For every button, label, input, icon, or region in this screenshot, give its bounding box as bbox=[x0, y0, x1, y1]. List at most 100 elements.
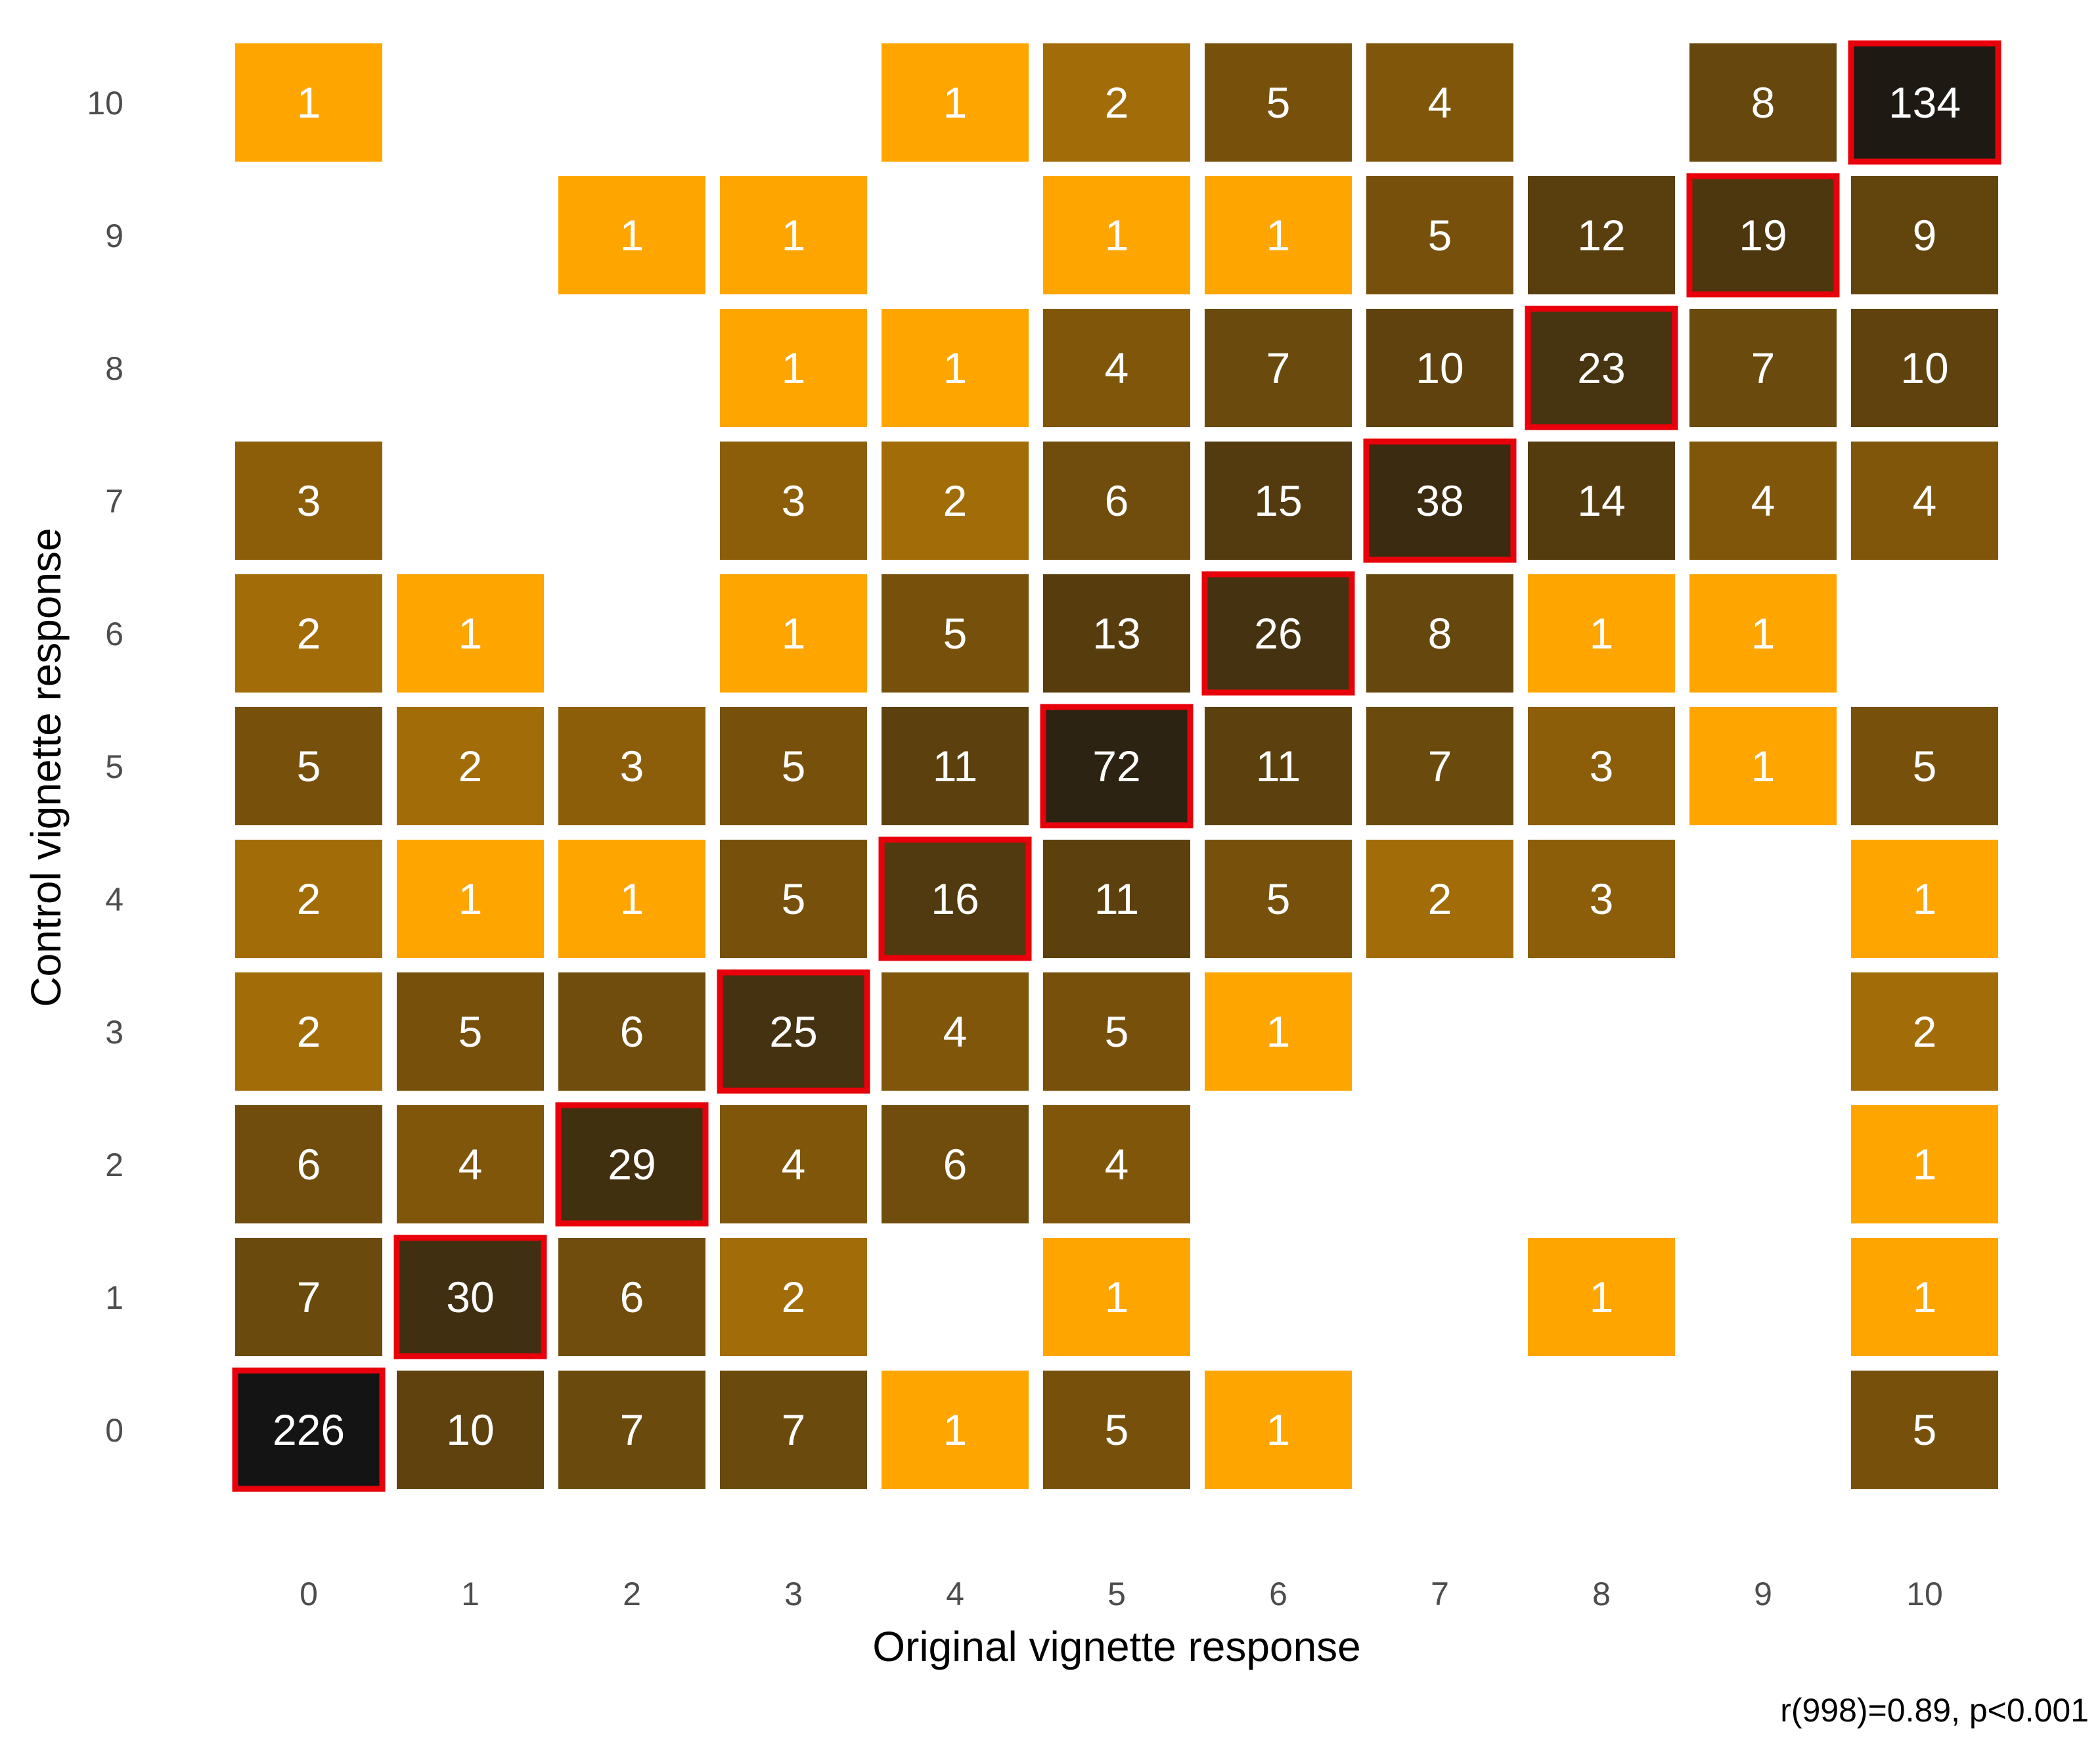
heatmap-cell: 72 bbox=[1040, 704, 1194, 829]
cell-count-label: 3 bbox=[782, 476, 806, 525]
cell-tile bbox=[1689, 43, 1837, 162]
heatmap-cell: 10 bbox=[1366, 309, 1513, 427]
heatmap-cell: 1 bbox=[235, 43, 382, 162]
heatmap-cell: 6 bbox=[235, 1105, 382, 1223]
cell-count-label: 1 bbox=[1266, 1007, 1291, 1056]
heatmap-cell: 4 bbox=[1851, 442, 1998, 560]
heatmap-cell: 9 bbox=[1851, 176, 1998, 294]
cell-tile bbox=[1043, 1105, 1190, 1223]
heatmap-cell: 3 bbox=[720, 442, 867, 560]
heatmap-cell: 1 bbox=[1205, 1371, 1352, 1489]
heatmap-cell: 10 bbox=[1851, 309, 1998, 427]
cell-tile bbox=[397, 972, 544, 1091]
cell-count-label: 10 bbox=[1900, 344, 1948, 392]
heatmap-cell: 5 bbox=[1366, 176, 1513, 294]
cell-tile bbox=[720, 574, 867, 693]
heatmap-cell: 2 bbox=[397, 707, 544, 825]
heatmap-cell: 2 bbox=[235, 972, 382, 1091]
cell-tile bbox=[558, 707, 705, 825]
cell-count-label: 5 bbox=[782, 742, 806, 790]
cell-count-label: 10 bbox=[446, 1405, 494, 1454]
cell-tile bbox=[1851, 1238, 1998, 1356]
y-tick-label: 0 bbox=[105, 1412, 123, 1449]
cell-tile bbox=[1689, 442, 1837, 560]
heatmap-cell: 5 bbox=[720, 707, 867, 825]
cell-tile bbox=[882, 1105, 1029, 1223]
cell-tile bbox=[1528, 840, 1675, 958]
heatmap-cell: 5 bbox=[1205, 43, 1352, 162]
heatmap-cell: 5 bbox=[1043, 1371, 1190, 1489]
cell-count-label: 2 bbox=[297, 875, 321, 923]
cell-tile bbox=[1205, 840, 1352, 958]
heatmap-cell: 4 bbox=[1366, 43, 1513, 162]
cell-tile bbox=[397, 1105, 544, 1223]
cell-count-label: 1 bbox=[943, 78, 968, 127]
heatmap-cell: 5 bbox=[1043, 972, 1190, 1091]
y-tick-label: 7 bbox=[105, 483, 123, 520]
cell-count-label: 5 bbox=[1266, 875, 1291, 923]
diagonal-cell-tile bbox=[393, 1235, 547, 1359]
cell-count-label: 4 bbox=[1751, 476, 1776, 525]
cell-count-label: 1 bbox=[1590, 1273, 1614, 1321]
x-tick-label: 3 bbox=[784, 1576, 803, 1612]
heatmap-cell: 5 bbox=[1851, 707, 1998, 825]
heatmap-cell: 26 bbox=[1201, 571, 1355, 696]
cell-tile bbox=[1851, 1371, 1998, 1489]
cell-tile bbox=[1043, 1371, 1190, 1489]
heatmap-cell: 4 bbox=[1043, 309, 1190, 427]
heatmap-cell: 1 bbox=[882, 309, 1029, 427]
diagonal-cell-tile bbox=[1363, 438, 1517, 563]
heatmap-cell: 5 bbox=[720, 840, 867, 958]
cell-tile bbox=[1851, 972, 1998, 1091]
cell-count-label: 4 bbox=[1105, 344, 1129, 392]
heatmap-cell: 6 bbox=[558, 972, 705, 1091]
heatmap-cell: 11 bbox=[882, 707, 1029, 825]
x-tick-label: 2 bbox=[623, 1576, 641, 1612]
heatmap-cell: 1 bbox=[1689, 574, 1837, 693]
cell-count-label: 4 bbox=[943, 1007, 968, 1056]
cell-count-label: 1 bbox=[1751, 609, 1776, 658]
heatmap-cell: 1 bbox=[558, 176, 705, 294]
heatmap-cell: 2 bbox=[235, 840, 382, 958]
cell-count-label: 6 bbox=[943, 1140, 968, 1189]
heatmap-cell: 1 bbox=[1043, 176, 1190, 294]
cell-count-label: 19 bbox=[1739, 211, 1787, 260]
cell-count-label: 12 bbox=[1577, 211, 1625, 260]
cell-tile bbox=[1366, 309, 1513, 427]
diagonal-cell-tile bbox=[1525, 306, 1678, 430]
heatmap-cell: 5 bbox=[1851, 1371, 1998, 1489]
cell-count-label: 10 bbox=[1416, 344, 1463, 392]
cell-tile bbox=[1528, 1238, 1675, 1356]
cell-count-label: 38 bbox=[1416, 476, 1463, 525]
cell-tile bbox=[1366, 840, 1513, 958]
y-axis-title: Control vignette response bbox=[22, 528, 70, 1007]
diagonal-cell-tile bbox=[878, 836, 1032, 961]
cell-count-label: 4 bbox=[458, 1140, 483, 1189]
cell-count-label: 1 bbox=[1751, 742, 1776, 790]
cell-count-label: 5 bbox=[943, 609, 968, 658]
heatmap-cell: 4 bbox=[882, 972, 1029, 1091]
cell-tile bbox=[1205, 43, 1352, 162]
heatmap-cell: 19 bbox=[1686, 173, 1840, 298]
cell-count-label: 5 bbox=[458, 1007, 483, 1056]
cell-count-label: 5 bbox=[297, 742, 321, 790]
heatmap-cell: 7 bbox=[235, 1238, 382, 1356]
diagonal-cell-tile bbox=[1686, 173, 1840, 298]
cell-count-label: 3 bbox=[620, 742, 644, 790]
cell-count-label: 1 bbox=[1105, 211, 1129, 260]
x-tick-label: 10 bbox=[1906, 1576, 1943, 1612]
cell-tile bbox=[882, 43, 1029, 162]
cell-tile bbox=[720, 1105, 867, 1223]
cell-count-label: 4 bbox=[1428, 78, 1452, 127]
cell-tile bbox=[1205, 442, 1352, 560]
cell-tile bbox=[1043, 442, 1190, 560]
cell-count-label: 2 bbox=[943, 476, 968, 525]
cell-tile bbox=[720, 840, 867, 958]
diagonal-cell-tile bbox=[717, 969, 870, 1094]
heatmap-cell: 1 bbox=[1528, 574, 1675, 693]
heatmap-cell: 1 bbox=[1689, 707, 1837, 825]
heatmap-cell: 1 bbox=[1205, 972, 1352, 1091]
cell-tile bbox=[1043, 972, 1190, 1091]
cell-count-label: 5 bbox=[1105, 1405, 1129, 1454]
heatmap-cell: 134 bbox=[1848, 40, 2001, 165]
